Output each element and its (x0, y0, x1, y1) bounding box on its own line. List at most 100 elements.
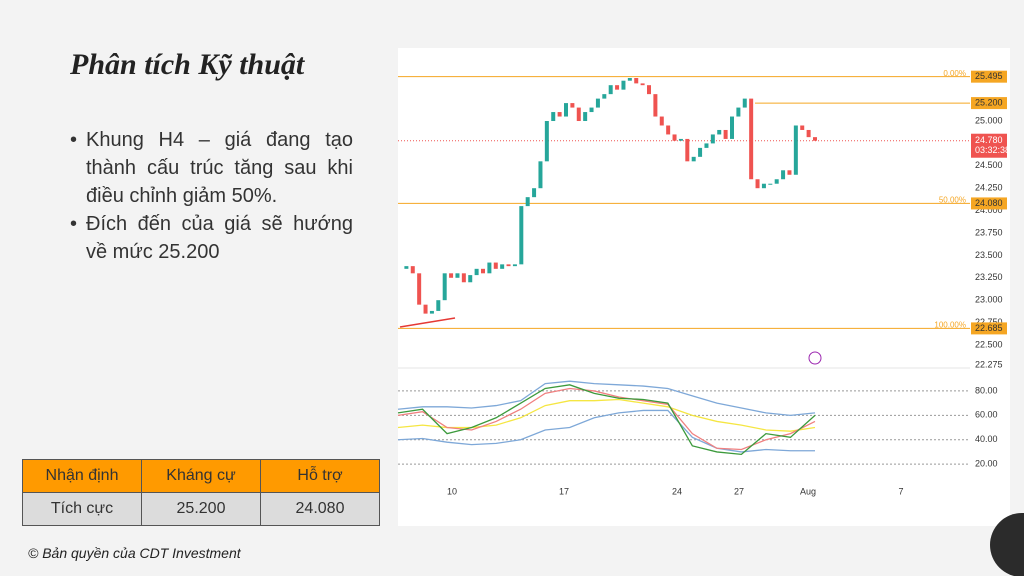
x-tick-label: 24 (672, 486, 682, 496)
candle (570, 103, 575, 108)
candle (653, 94, 658, 117)
x-tick-label: 17 (559, 486, 569, 496)
candle (519, 206, 524, 265)
y-tick-label: 24.500 (975, 160, 1003, 170)
x-tick-label: 7 (898, 486, 903, 496)
level-box (971, 97, 1007, 110)
y-tick-label: 23.000 (975, 295, 1003, 305)
candle (698, 147, 703, 157)
title: Phân tích Kỹ thuật (70, 48, 305, 81)
deco (990, 513, 1024, 576)
candle (717, 129, 722, 135)
candle (481, 268, 485, 274)
bullet: Đích đến của giá sẽ hướng về mức 25.200 (70, 210, 353, 266)
y-tick-label: 22.275 (975, 360, 1003, 370)
candle (512, 264, 517, 267)
candle (666, 125, 671, 135)
x-tick-label: Aug (800, 486, 816, 496)
bullet: Khung H4 – giá đang tạo thành cấu trúc t… (70, 126, 353, 210)
y-tick-label: 40.00 (975, 434, 998, 444)
y-tick-label: 23.250 (975, 272, 1003, 282)
candle (429, 310, 434, 314)
y-tick-label: 25.000 (975, 115, 1003, 125)
level-label: 24.080 (975, 198, 1003, 208)
osc-line (397, 398, 816, 432)
candle (602, 94, 607, 99)
y-tick-label: 20.00 (975, 459, 998, 469)
candle (423, 304, 428, 314)
candle (800, 125, 805, 130)
x-tick-label: 10 (447, 486, 457, 496)
candle (793, 125, 798, 175)
candle (551, 112, 556, 122)
th: Nhận định (22, 459, 142, 493)
candle (761, 183, 766, 189)
current-label: 24.780 (975, 135, 1003, 145)
candle (659, 116, 664, 126)
osc-line (397, 384, 816, 456)
candle (723, 129, 728, 139)
candle (564, 103, 568, 117)
candle (704, 143, 709, 148)
candle (736, 107, 741, 117)
candle (595, 98, 600, 108)
icon (808, 351, 822, 365)
candle (404, 266, 409, 269)
th: Hỗ trợ (260, 459, 380, 493)
level-box (971, 197, 1007, 210)
candle (487, 262, 492, 274)
candle (474, 268, 479, 276)
candle (774, 179, 779, 184)
td: 24.080 (260, 492, 380, 526)
trend-line (399, 317, 456, 328)
candle (627, 78, 632, 81)
candle (455, 273, 460, 278)
candle (730, 116, 734, 139)
candle (532, 188, 537, 198)
candle (461, 273, 466, 283)
candle (685, 138, 690, 162)
y-tick-label: 24.250 (975, 183, 1003, 193)
table: Nhận định Kháng cự Hỗ trợ Tích cực 25.200 24… (22, 459, 380, 526)
candle (442, 273, 447, 301)
candle (615, 85, 620, 90)
candle (436, 300, 441, 311)
candle (410, 266, 415, 274)
y-tick-label: 60.00 (975, 410, 998, 420)
th: Kháng cự (141, 459, 261, 493)
candle (634, 78, 639, 84)
candle (678, 138, 683, 141)
candle (468, 275, 473, 283)
candle (742, 98, 747, 108)
candle (538, 161, 543, 189)
level-label: 25.495 (975, 71, 1003, 81)
y-tick-label: 22.750 (975, 317, 1003, 327)
bullets: Khung H4 – giá đang tạo thành cấu trúc t… (70, 126, 353, 266)
y-tick-label: 23.750 (975, 227, 1003, 237)
level-label: 25.200 (975, 97, 1003, 107)
current-box (971, 133, 1007, 158)
candle (640, 83, 645, 86)
candle (787, 170, 792, 175)
candle (608, 85, 613, 95)
candle (557, 112, 562, 117)
candle (500, 264, 505, 269)
candle (647, 85, 651, 95)
y-tick-label: 22.500 (975, 339, 1003, 349)
candle (493, 262, 498, 269)
x-tick-label: 27 (734, 486, 744, 496)
candle (544, 121, 549, 162)
level-pct: 0.00% (943, 69, 966, 78)
candle (672, 134, 677, 141)
candle (781, 170, 786, 180)
y-tick-label: 23.500 (975, 250, 1003, 260)
td: 25.200 (141, 492, 261, 526)
y-tick-label: 80.00 (975, 385, 998, 395)
candle (710, 134, 715, 144)
candle (525, 197, 530, 207)
level-pct: 100.00% (934, 321, 966, 330)
candle (813, 137, 817, 141)
level-box (971, 70, 1007, 83)
candle (576, 107, 581, 122)
